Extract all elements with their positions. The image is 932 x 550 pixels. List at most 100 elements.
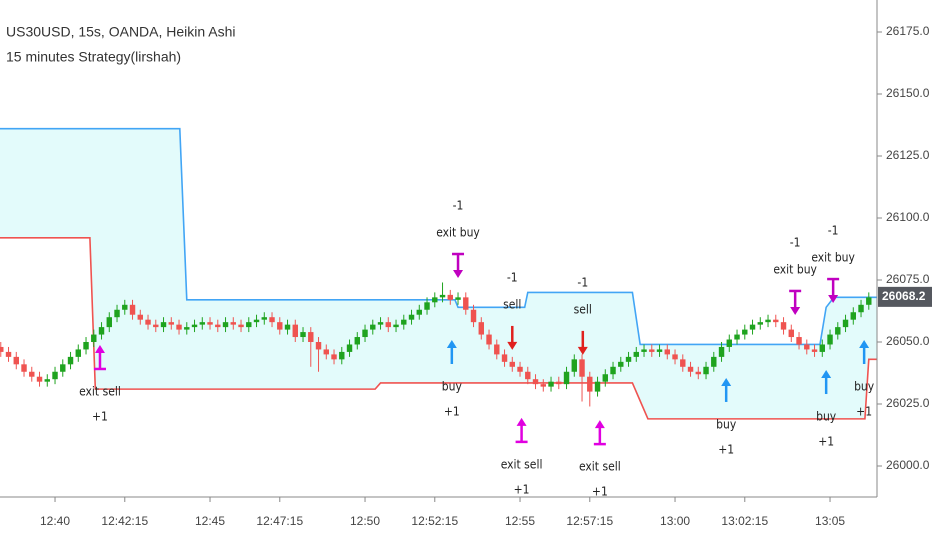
candle-body [680,359,686,367]
candle-body [129,304,136,315]
candle [215,319,221,333]
candle [602,369,608,387]
candle-body [98,327,105,335]
candle-body [145,319,151,325]
band-line [0,237,877,420]
candle [532,374,539,390]
candle-body [21,364,27,372]
candle [408,309,415,325]
candle [339,346,345,365]
candle [439,282,446,303]
candle-body [703,366,709,375]
candle [60,359,66,377]
candle [703,361,709,380]
candle [625,351,632,367]
candle [176,319,182,335]
candle [773,314,779,328]
y-tick-label: 26175.0 [886,24,930,38]
candle [393,319,399,333]
candle-body [277,322,283,330]
candle-body [269,317,275,323]
signal-qty: +1 [718,442,734,456]
arrow-head [594,420,605,429]
candle-body [517,366,523,372]
candle [432,292,438,308]
candle [292,319,298,342]
signal-label: exit buy [811,251,855,265]
candle-body [439,294,446,298]
candle-body [362,329,368,338]
candle-body [501,354,508,362]
signal-arrow [593,420,606,446]
candle [478,317,484,340]
candle-body [160,322,167,328]
candle-body [633,351,639,357]
candle-body [300,332,306,338]
signal-label: buy [442,380,463,394]
candle-body [664,349,670,355]
candle [323,344,329,360]
candle [29,366,35,382]
arrow-head [453,270,464,279]
candle [385,317,391,333]
candle-body [393,324,399,328]
candle [137,309,143,325]
candle-body [455,297,461,300]
candle [835,322,841,340]
signal-label: exit sell [501,457,543,471]
x-tick-label: 13:00 [660,514,690,528]
candle [199,317,205,330]
candle-body [649,349,655,352]
candle-body [765,319,771,323]
candle [858,299,864,318]
candle [517,361,523,377]
candle-body [370,324,376,330]
candle [370,319,376,335]
candle [300,327,306,342]
candle-body [850,312,856,320]
candle [36,371,43,387]
candle [346,339,353,357]
chart-title: US30USD, 15s, OANDA, Heikin Ashi [6,24,236,40]
candle-body [5,351,12,357]
candle-body [509,361,515,367]
candle [308,327,314,367]
candle-body [246,322,252,328]
candle-body [52,371,58,380]
candle-body [563,371,570,385]
candle-body [137,314,143,320]
x-tick-label: 12:55 [505,514,535,528]
candle [207,317,213,330]
candle-body [672,354,678,360]
candle-body [447,294,453,300]
arrow-head [821,370,832,379]
candle-body [641,349,647,352]
signal-arrow [859,340,870,365]
candle [726,334,732,352]
candle [246,317,252,333]
x-tick-label: 12:50 [350,514,380,528]
candle [284,319,291,335]
candle-body [253,319,260,323]
candle [168,317,174,330]
candle-body [83,341,89,350]
candle [563,366,570,390]
y-tick-label: 26150.0 [886,86,930,100]
signal-qty: -1 [577,275,588,289]
signal-arrow [515,417,528,444]
candle [780,317,787,335]
candle-body [819,344,825,352]
signal-arrow [827,277,840,304]
candle-body [734,334,740,340]
candle [827,329,833,350]
candle-body [726,339,732,347]
candle [540,379,546,392]
candle [734,329,740,345]
band-line [0,127,877,346]
candle-body [292,324,298,338]
candle-body [75,349,81,357]
candle [610,361,616,380]
candle-body [153,324,159,328]
candle-body [556,381,562,385]
candle [594,376,601,397]
